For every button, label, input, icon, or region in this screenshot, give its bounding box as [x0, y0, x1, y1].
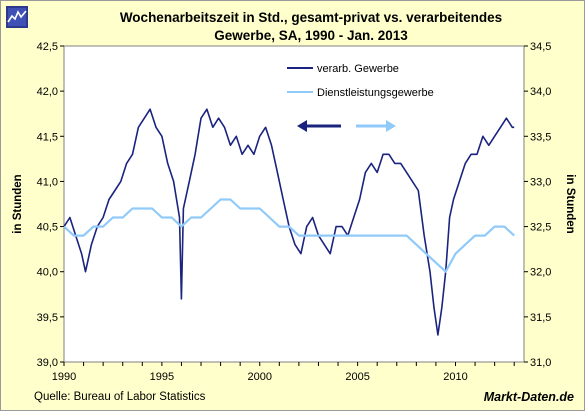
- x-tick-label: 1990: [52, 371, 76, 383]
- y-right-tick-label: 31,5: [530, 312, 551, 324]
- brand-label: Markt-Daten.de: [483, 390, 574, 404]
- plot-area: [63, 45, 525, 363]
- y-left-tick-label: 42,0: [37, 86, 58, 98]
- x-tick-label: 1995: [150, 371, 174, 383]
- title-line-2: Gewerbe, SA, 1990 - Jan. 2013: [214, 28, 408, 43]
- x-tick-label: 2010: [443, 371, 467, 383]
- left-axis-arrow-head: [297, 120, 307, 132]
- y-left-tick-label: 42,5: [37, 41, 58, 53]
- y-right-tick-label: 31,0: [530, 357, 551, 369]
- legend: verarb. Gewerbe Dienstleistungsgewerbe: [287, 63, 434, 99]
- y-left-tick-label: 39,5: [37, 312, 58, 324]
- source-note: Quelle: Bureau of Labor Statistics: [34, 391, 206, 403]
- legend-label: Dienstleistungsgewerbe: [317, 87, 434, 99]
- series-line-verarb-gewerbe: [63, 108, 515, 336]
- y-right-tick-label: 33,5: [530, 131, 551, 143]
- y-left-tick-label: 40,5: [37, 222, 58, 234]
- x-tick-label: 2000: [248, 371, 272, 383]
- y-left-tick-label: 41,0: [37, 176, 58, 188]
- title-line-1: Wochenarbeitszeit in Std., gesamt-privat…: [119, 10, 503, 25]
- y-left-tick-label: 40,0: [37, 267, 58, 279]
- y-right-tick-label: 34,0: [530, 86, 551, 98]
- chart-logo-icon: [6, 6, 28, 28]
- series-line-dienstleistungsgewerbe: [63, 198, 515, 273]
- y-left-tick-label: 39,0: [37, 357, 58, 369]
- y-right-tick-label: 33,0: [530, 176, 551, 188]
- y-right-axis-title: in Stunden: [564, 174, 576, 233]
- y-right-tick-label: 32,0: [530, 267, 551, 279]
- y-right-tick-label: 34,5: [530, 41, 551, 53]
- x-tick-label: 2005: [345, 371, 369, 383]
- legend-label: verarb. Gewerbe: [317, 63, 399, 75]
- y-right-tick-label: 32,5: [530, 222, 551, 234]
- right-axis-arrow-head: [386, 120, 396, 132]
- y-left-tick-label: 41,5: [37, 131, 58, 143]
- chart-title: Wochenarbeitszeit in Std., gesamt-privat…: [61, 9, 561, 45]
- y-left-axis-title: in Stunden: [12, 174, 24, 233]
